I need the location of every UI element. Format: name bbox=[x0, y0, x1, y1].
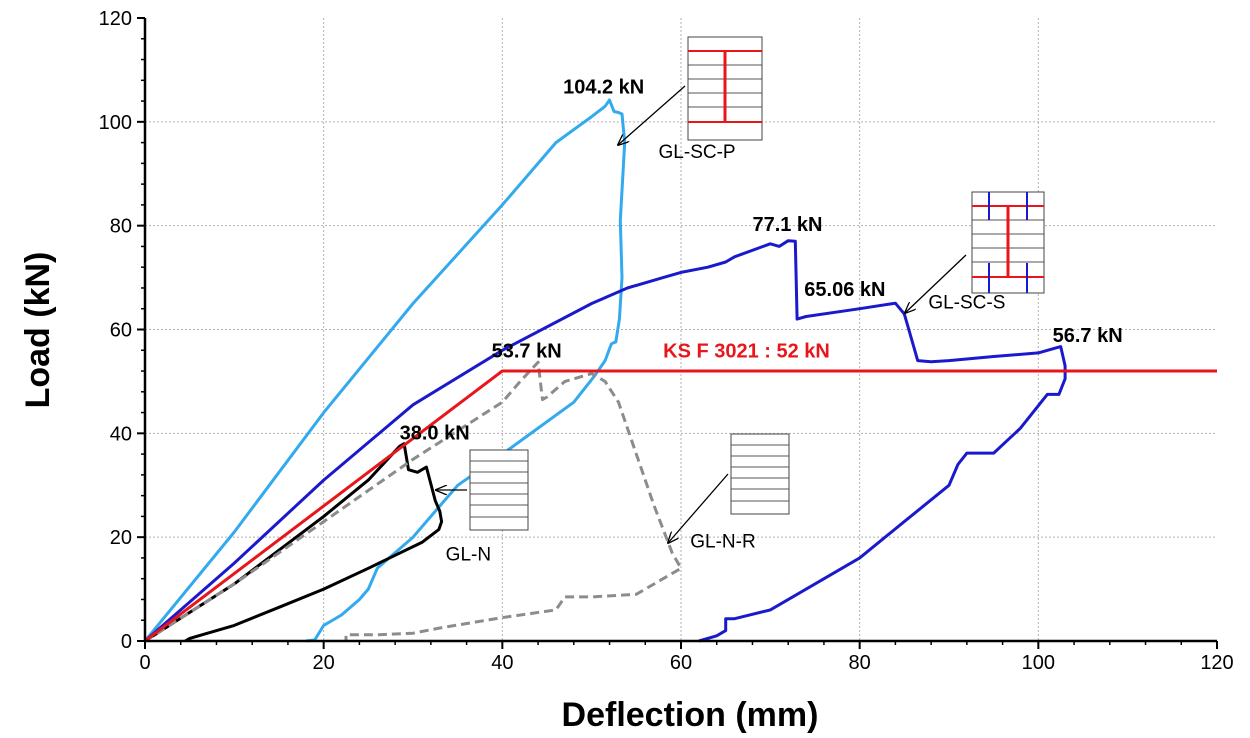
series-line-gl-sc-s bbox=[144, 239, 1067, 643]
specimen-icon-gl-sc-s bbox=[971, 191, 1045, 294]
y-tick-label: 80 bbox=[110, 216, 132, 238]
y-tick-label: 60 bbox=[110, 320, 132, 342]
x-tick-label: 120 bbox=[1200, 652, 1233, 674]
arrow-gl-sc-s bbox=[905, 254, 967, 313]
series-line-gl-n bbox=[144, 442, 444, 643]
peak-annotations: 104.2 kN 77.1 kN 65.06 kN 56.7 kN 53.7 kN 38.… bbox=[400, 76, 1123, 444]
series-line-gl-sc-p bbox=[143, 98, 627, 643]
specimen-label-gl-n-r: GL-N-R bbox=[690, 532, 755, 553]
specimen-label-gl-sc-s: GL-SC-S bbox=[928, 293, 1005, 314]
y-axis-title: Load (kN) bbox=[19, 252, 57, 409]
y-tick-labels: 0 20 40 60 80 100 120 bbox=[99, 8, 132, 653]
x-axis-title: Deflection (mm) bbox=[562, 696, 819, 734]
x-tick-label: 0 bbox=[139, 652, 150, 674]
specimen-label-gl-n: GL-N bbox=[446, 545, 491, 566]
peak-load-label: 77.1 kN bbox=[752, 214, 822, 236]
x-tick-label: 20 bbox=[313, 652, 335, 674]
specimen-icon-gl-n bbox=[469, 449, 529, 531]
specimen-labels: GL-SC-P GL-SC-S GL-N GL-N-R bbox=[446, 142, 1006, 565]
specimen-icon-gl-n-r bbox=[730, 433, 790, 515]
arrow-gl-n-r bbox=[668, 473, 729, 543]
peak-load-label: 104.2 kN bbox=[563, 76, 644, 98]
y-tick-label: 0 bbox=[121, 631, 132, 653]
axes bbox=[137, 17, 1218, 649]
series-line-ks-f-3021-52-kn bbox=[144, 369, 1217, 643]
x-tick-label: 40 bbox=[491, 652, 513, 674]
peak-load-label: 38.0 kN bbox=[400, 423, 470, 445]
specimen-label-gl-sc-p: GL-SC-P bbox=[659, 142, 736, 163]
y-tick-label: 20 bbox=[110, 527, 132, 549]
x-tick-label: 100 bbox=[1022, 652, 1055, 674]
x-tick-labels: 0 20 40 60 80 100 120 bbox=[139, 652, 1233, 674]
peak-load-label: 53.7 kN bbox=[492, 341, 562, 363]
requirement-label: KS F 3021 : 52 kN bbox=[663, 341, 830, 363]
arrow-gl-sc-p bbox=[618, 85, 686, 145]
peak-load-label: 65.06 kN bbox=[804, 279, 885, 301]
series-lines bbox=[143, 98, 1217, 643]
x-tick-label: 80 bbox=[849, 652, 871, 674]
specimen-icon-gl-sc-p bbox=[687, 36, 763, 141]
series-line-gl-n-r bbox=[144, 360, 683, 643]
y-tick-label: 40 bbox=[110, 423, 132, 445]
peak-load-label: 56.7 kN bbox=[1053, 325, 1123, 347]
y-tick-label: 100 bbox=[99, 112, 132, 134]
x-tick-label: 60 bbox=[670, 652, 692, 674]
y-tick-label: 120 bbox=[99, 8, 132, 30]
